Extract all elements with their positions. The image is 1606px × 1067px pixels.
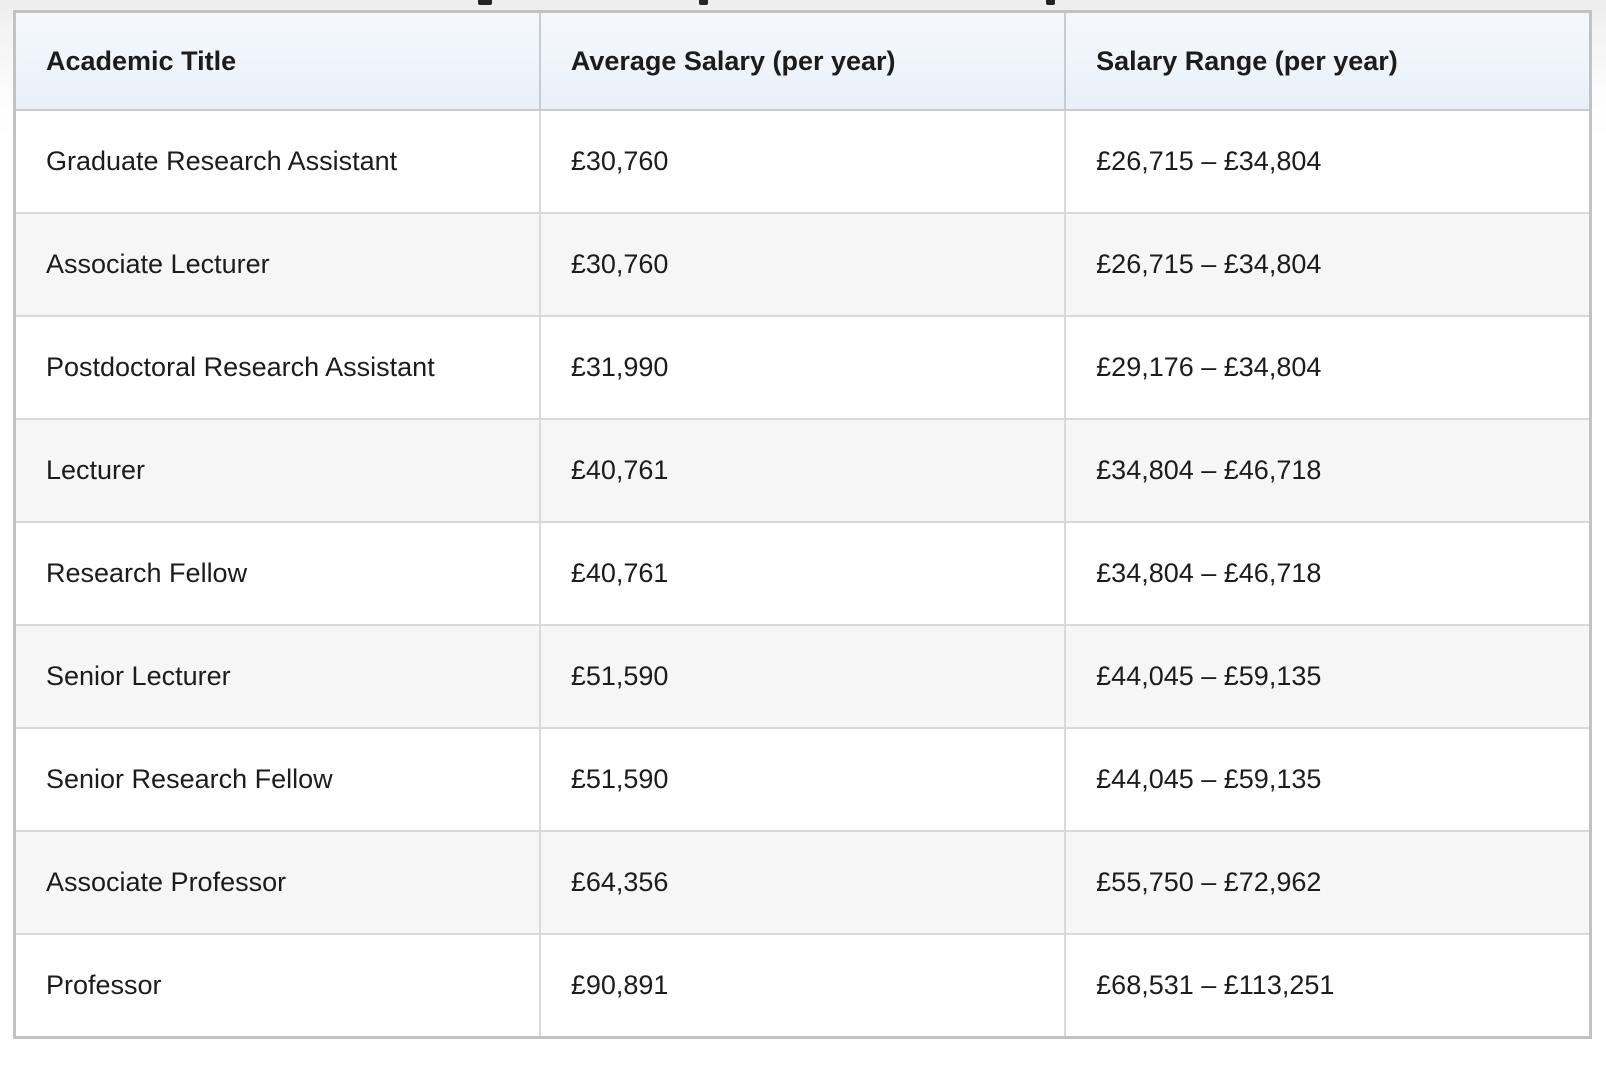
cell-average-salary: £64,356	[538, 830, 1067, 935]
cropped-text-descender	[478, 0, 492, 5]
cell-average-salary: £30,760	[538, 109, 1067, 214]
cell-academic-title: Senior Lecturer	[13, 624, 541, 729]
academic-salary-table: Academic Title Average Salary (per year)…	[13, 10, 1592, 1039]
column-header-academic-title: Academic Title	[13, 10, 541, 111]
cell-salary-range: £68,531 – £113,251	[1064, 933, 1592, 1038]
cell-academic-title: Graduate Research Assistant	[13, 109, 541, 214]
table-row: Graduate Research Assistant £30,760 £26,71…	[13, 109, 1592, 214]
cropped-text-descender	[699, 0, 708, 5]
header-row: Academic Title Average Salary (per year)…	[13, 10, 1592, 111]
cell-average-salary: £30,760	[538, 212, 1067, 317]
cell-academic-title: Associate Professor	[13, 830, 541, 935]
table-row: Associate Lecturer £30,760 £26,715 – £34,8…	[13, 212, 1592, 317]
cell-average-salary: £90,891	[538, 933, 1067, 1038]
table-row: Lecturer £40,761 £34,804 – £46,718	[13, 418, 1592, 523]
cell-salary-range: £44,045 – £59,135	[1064, 727, 1592, 832]
cell-academic-title: Lecturer	[13, 418, 541, 523]
table-row: Associate Professor £64,356 £55,750 – £72,…	[13, 830, 1592, 935]
column-header-salary-range: Salary Range (per year)	[1064, 10, 1592, 111]
cell-academic-title: Research Fellow	[13, 521, 541, 626]
table-row: Postdoctoral Research Assistant £31,990 £2…	[13, 315, 1592, 420]
cell-academic-title: Professor	[13, 933, 541, 1038]
cell-salary-range: £34,804 – £46,718	[1064, 521, 1592, 626]
cell-salary-range: £26,715 – £34,804	[1064, 109, 1592, 214]
cell-salary-range: £26,715 – £34,804	[1064, 212, 1592, 317]
cell-average-salary: £40,761	[538, 521, 1067, 626]
cropped-text-descender	[1046, 0, 1055, 5]
table-row: Senior Lecturer £51,590 £44,045 – £59,135	[13, 624, 1592, 729]
cell-average-salary: £51,590	[538, 727, 1067, 832]
table-row: Research Fellow £40,761 £34,804 – £46,718	[13, 521, 1592, 626]
cell-average-salary: £31,990	[538, 315, 1067, 420]
cell-academic-title: Senior Research Fellow	[13, 727, 541, 832]
cell-average-salary: £40,761	[538, 418, 1067, 523]
cell-salary-range: £44,045 – £59,135	[1064, 624, 1592, 729]
cell-academic-title: Postdoctoral Research Assistant	[13, 315, 541, 420]
cell-academic-title: Associate Lecturer	[13, 212, 541, 317]
table-body: Graduate Research Assistant £30,760 £26,71…	[13, 109, 1592, 1038]
cell-salary-range: £55,750 – £72,962	[1064, 830, 1592, 935]
cell-salary-range: £34,804 – £46,718	[1064, 418, 1592, 523]
table-row: Senior Research Fellow £51,590 £44,045 – £…	[13, 727, 1592, 832]
column-header-average-salary: Average Salary (per year)	[538, 10, 1067, 111]
table-row: Professor £90,891 £68,531 – £113,251	[13, 933, 1592, 1038]
cell-salary-range: £29,176 – £34,804	[1064, 315, 1592, 420]
cell-average-salary: £51,590	[538, 624, 1067, 729]
